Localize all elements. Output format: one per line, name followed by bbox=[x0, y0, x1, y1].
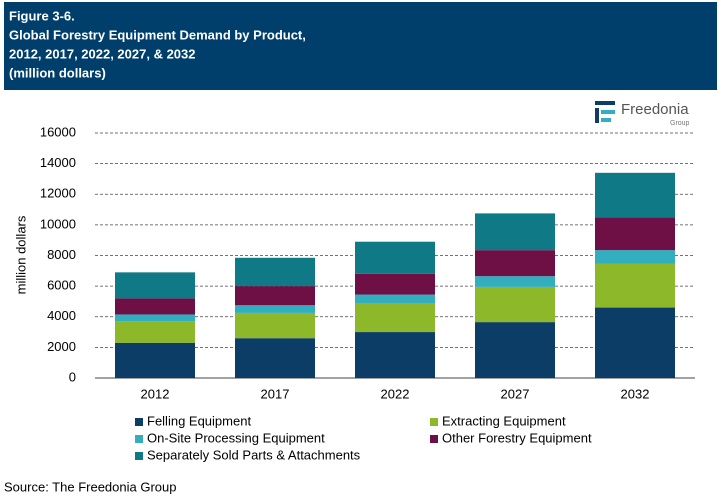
bar-segment bbox=[355, 332, 435, 378]
y-tick-label: 16000 bbox=[40, 124, 76, 139]
legend-label: On-Site Processing Equipment bbox=[147, 430, 325, 445]
bar-segment bbox=[595, 172, 675, 218]
bar-segment bbox=[475, 286, 555, 323]
y-tick-label: 6000 bbox=[47, 278, 76, 293]
bar-segment bbox=[115, 298, 195, 315]
legend-label: Extracting Equipment bbox=[442, 413, 566, 428]
bar-segment bbox=[355, 273, 435, 295]
logo-bar bbox=[601, 110, 615, 114]
bar-segment bbox=[235, 257, 315, 287]
y-tick-label: 14000 bbox=[40, 155, 76, 170]
header-band bbox=[4, 2, 717, 90]
legend-swatch bbox=[135, 452, 143, 460]
y-tick-label: 12000 bbox=[40, 186, 76, 201]
logo-sub: Group bbox=[670, 120, 690, 127]
bar-segment bbox=[115, 272, 195, 299]
legend-label: Separately Sold Parts & Attachments bbox=[147, 447, 361, 462]
legend-label: Other Forestry Equipment bbox=[442, 430, 592, 445]
legend-label: Felling Equipment bbox=[147, 413, 251, 428]
bar-segment bbox=[475, 276, 555, 287]
bar-segment bbox=[115, 321, 195, 343]
y-tick-label: 0 bbox=[69, 369, 76, 384]
logo-bar bbox=[595, 108, 599, 123]
bar-segment bbox=[115, 342, 195, 378]
legend-swatch bbox=[135, 418, 143, 426]
title-line: 2012, 2017, 2022, 2027, & 2032 bbox=[9, 46, 196, 61]
bar-segment bbox=[475, 322, 555, 378]
logo-bar bbox=[595, 101, 615, 105]
bar-segment bbox=[355, 241, 435, 274]
legend-swatch bbox=[430, 435, 438, 443]
logo-name: Freedonia bbox=[621, 101, 689, 118]
y-tick-label: 4000 bbox=[47, 308, 76, 323]
y-tick-label: 2000 bbox=[47, 339, 76, 354]
bar-segment bbox=[595, 307, 675, 378]
y-tick-label: 10000 bbox=[40, 216, 76, 231]
logo: Freedonia Group bbox=[595, 101, 690, 127]
legend-swatch bbox=[135, 435, 143, 443]
logo-bar bbox=[601, 118, 611, 122]
title-line: (million dollars) bbox=[9, 65, 106, 80]
bar-segment bbox=[595, 217, 675, 251]
bar-segment bbox=[235, 305, 315, 313]
source: Source: The Freedonia Group bbox=[4, 479, 176, 494]
bar-segment bbox=[595, 250, 675, 264]
legend-swatch bbox=[430, 418, 438, 426]
bar-segment bbox=[595, 263, 675, 308]
x-tick-label: 2032 bbox=[621, 386, 650, 401]
title-line: Global Forestry Equipment Demand by Prod… bbox=[9, 27, 306, 42]
bar-segment bbox=[235, 286, 315, 306]
x-tick-label: 2022 bbox=[381, 386, 410, 401]
x-tick-label: 2027 bbox=[501, 386, 530, 401]
y-tick-label: 8000 bbox=[47, 247, 76, 262]
bar-segment bbox=[235, 312, 315, 339]
bar-segment bbox=[355, 303, 435, 333]
bar-segment bbox=[235, 338, 315, 378]
bar-segment bbox=[115, 314, 195, 322]
bar-segment bbox=[475, 250, 555, 277]
y-axis-label: million dollars bbox=[13, 215, 28, 294]
figure-label: Figure 3-6. bbox=[9, 8, 75, 23]
x-tick-label: 2017 bbox=[261, 386, 290, 401]
x-tick-label: 2012 bbox=[141, 386, 170, 401]
bar-segment bbox=[475, 213, 555, 251]
bar-segment bbox=[355, 294, 435, 304]
